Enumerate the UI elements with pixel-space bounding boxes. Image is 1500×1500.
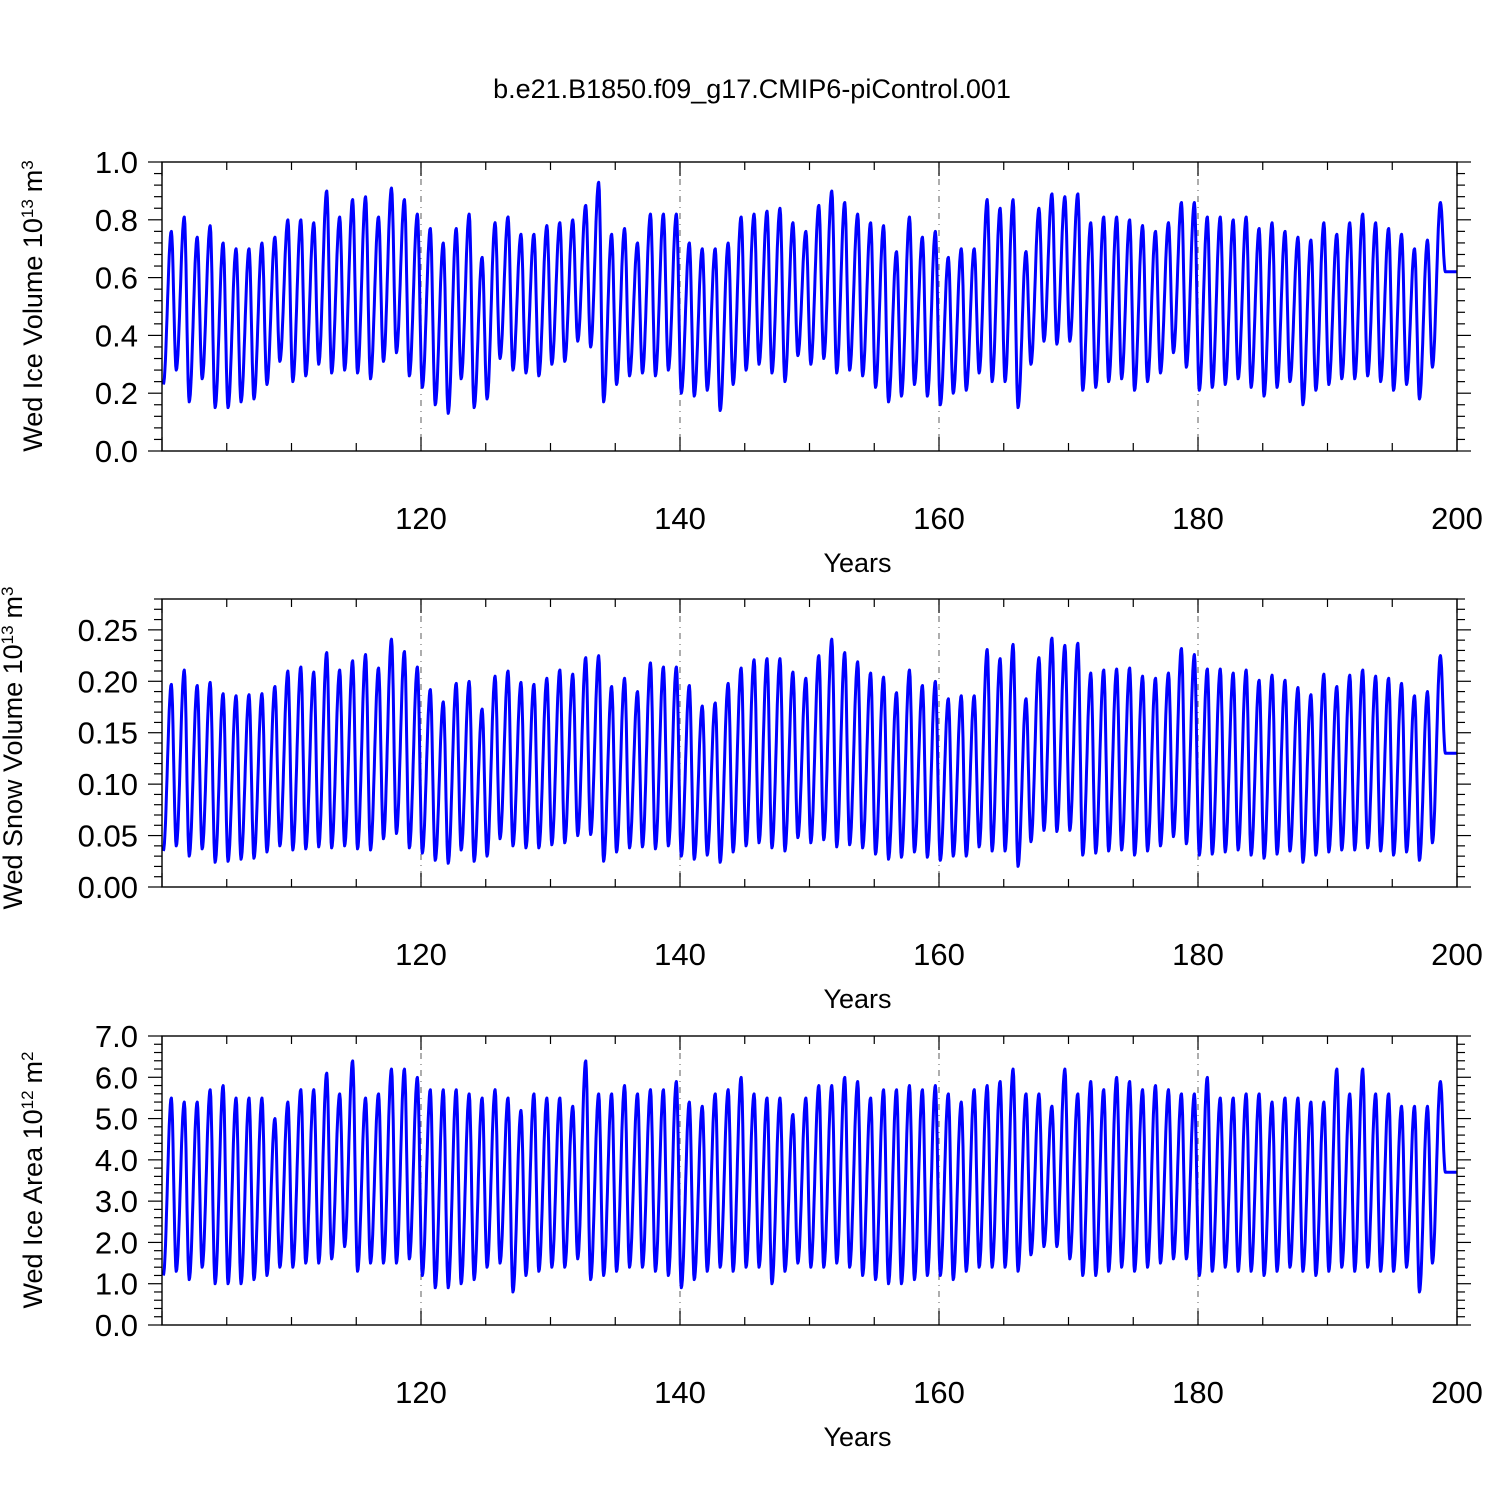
series-line <box>161 636 1458 868</box>
y-tick-label: 7.0 <box>95 1019 138 1054</box>
y-tick-label: 0.4 <box>95 318 138 353</box>
y-axis-title: Wed Ice Volume 1013 m3 <box>18 160 49 452</box>
y-tick-label: 0.6 <box>95 261 138 296</box>
y-tick-label: 0.10 <box>78 767 138 802</box>
y-axis-title-unit-exponent: 3 <box>0 586 17 595</box>
y-axis-title-unit: m <box>18 1061 48 1084</box>
series-line <box>161 180 1458 415</box>
x-tick-label: 160 <box>913 501 965 536</box>
y-axis-title: Wed Ice Area 1012 m2 <box>18 1051 49 1308</box>
y-tick-label: 5.0 <box>95 1102 138 1137</box>
panel-2: 0.00 0.05 0.10 0.15 0.20 0.25 120 140 160 180 200 Y… <box>0 586 1483 1014</box>
plot-frame <box>161 1035 1458 1326</box>
y-tick-label: 0.8 <box>95 203 138 238</box>
plot-frame <box>161 598 1458 888</box>
x-tick-label: 180 <box>1172 1375 1224 1410</box>
x-tick-label: 160 <box>913 1375 965 1410</box>
y-axis-title-exponent: 12 <box>18 1090 37 1109</box>
panel-1: 0.0 0.2 0.4 0.6 0.8 1.0 120 140 160 180 200 Years We… <box>18 145 1483 578</box>
y-axis-title: Wed Snow Volume 1013 m3 <box>0 586 28 909</box>
y-tick-label: 0.00 <box>78 870 138 905</box>
x-tick-label: 140 <box>654 937 706 972</box>
y-axis-title-exponent: 13 <box>0 625 17 644</box>
x-tick-label: 140 <box>654 1375 706 1410</box>
y-tick-label: 4.0 <box>95 1143 138 1178</box>
x-tick-label: 160 <box>913 937 965 972</box>
x-tick-label: 120 <box>395 501 447 536</box>
x-tick-label: 200 <box>1431 937 1483 972</box>
x-axis-title: Years <box>823 548 891 578</box>
y-axis-title-text: Wed Ice Volume 10 <box>18 218 48 452</box>
panel-3: 0.0 1.0 2.0 3.0 4.0 5.0 6.0 7.0 120 140 160 180 200 Y… <box>18 1019 1483 1452</box>
y-axis-title-exponent: 13 <box>18 199 37 218</box>
y-tick-label: 0.25 <box>78 613 138 648</box>
chart-title: b.e21.B1850.f09_g17.CMIP6-piControl.001 <box>493 74 1011 104</box>
y-axis-title-unit: m <box>18 170 48 193</box>
y-axis-title-text: Wed Ice Area 10 <box>18 1109 48 1308</box>
y-axis-title-text: Wed Snow Volume 10 <box>0 644 28 909</box>
y-axis-title-unit-exponent: 3 <box>18 160 37 169</box>
x-tick-label: 200 <box>1431 1375 1483 1410</box>
x-tick-label: 120 <box>395 1375 447 1410</box>
x-axis-title: Years <box>823 1422 891 1452</box>
series-line <box>161 1059 1458 1294</box>
y-tick-label: 2.0 <box>95 1225 138 1260</box>
y-tick-label: 0.05 <box>78 819 138 854</box>
y-tick-label: 0.0 <box>95 1308 138 1343</box>
y-axis-title-unit: m <box>0 596 28 619</box>
y-tick-label: 1.0 <box>95 1267 138 1302</box>
x-axis-title: Years <box>823 984 891 1014</box>
x-tick-label: 180 <box>1172 937 1224 972</box>
y-tick-label: 0.15 <box>78 716 138 751</box>
x-tick-label: 120 <box>395 937 447 972</box>
y-tick-label: 0.20 <box>78 664 138 699</box>
y-tick-label: 1.0 <box>95 145 138 180</box>
y-axis-title-unit-exponent: 2 <box>18 1051 37 1060</box>
y-tick-label: 0.2 <box>95 376 138 411</box>
x-tick-label: 180 <box>1172 501 1224 536</box>
x-tick-label: 140 <box>654 501 706 536</box>
y-tick-label: 6.0 <box>95 1060 138 1095</box>
y-tick-label: 3.0 <box>95 1184 138 1219</box>
plot-frame <box>161 161 1458 452</box>
x-tick-label: 200 <box>1431 501 1483 536</box>
y-tick-label: 0.0 <box>95 434 138 469</box>
